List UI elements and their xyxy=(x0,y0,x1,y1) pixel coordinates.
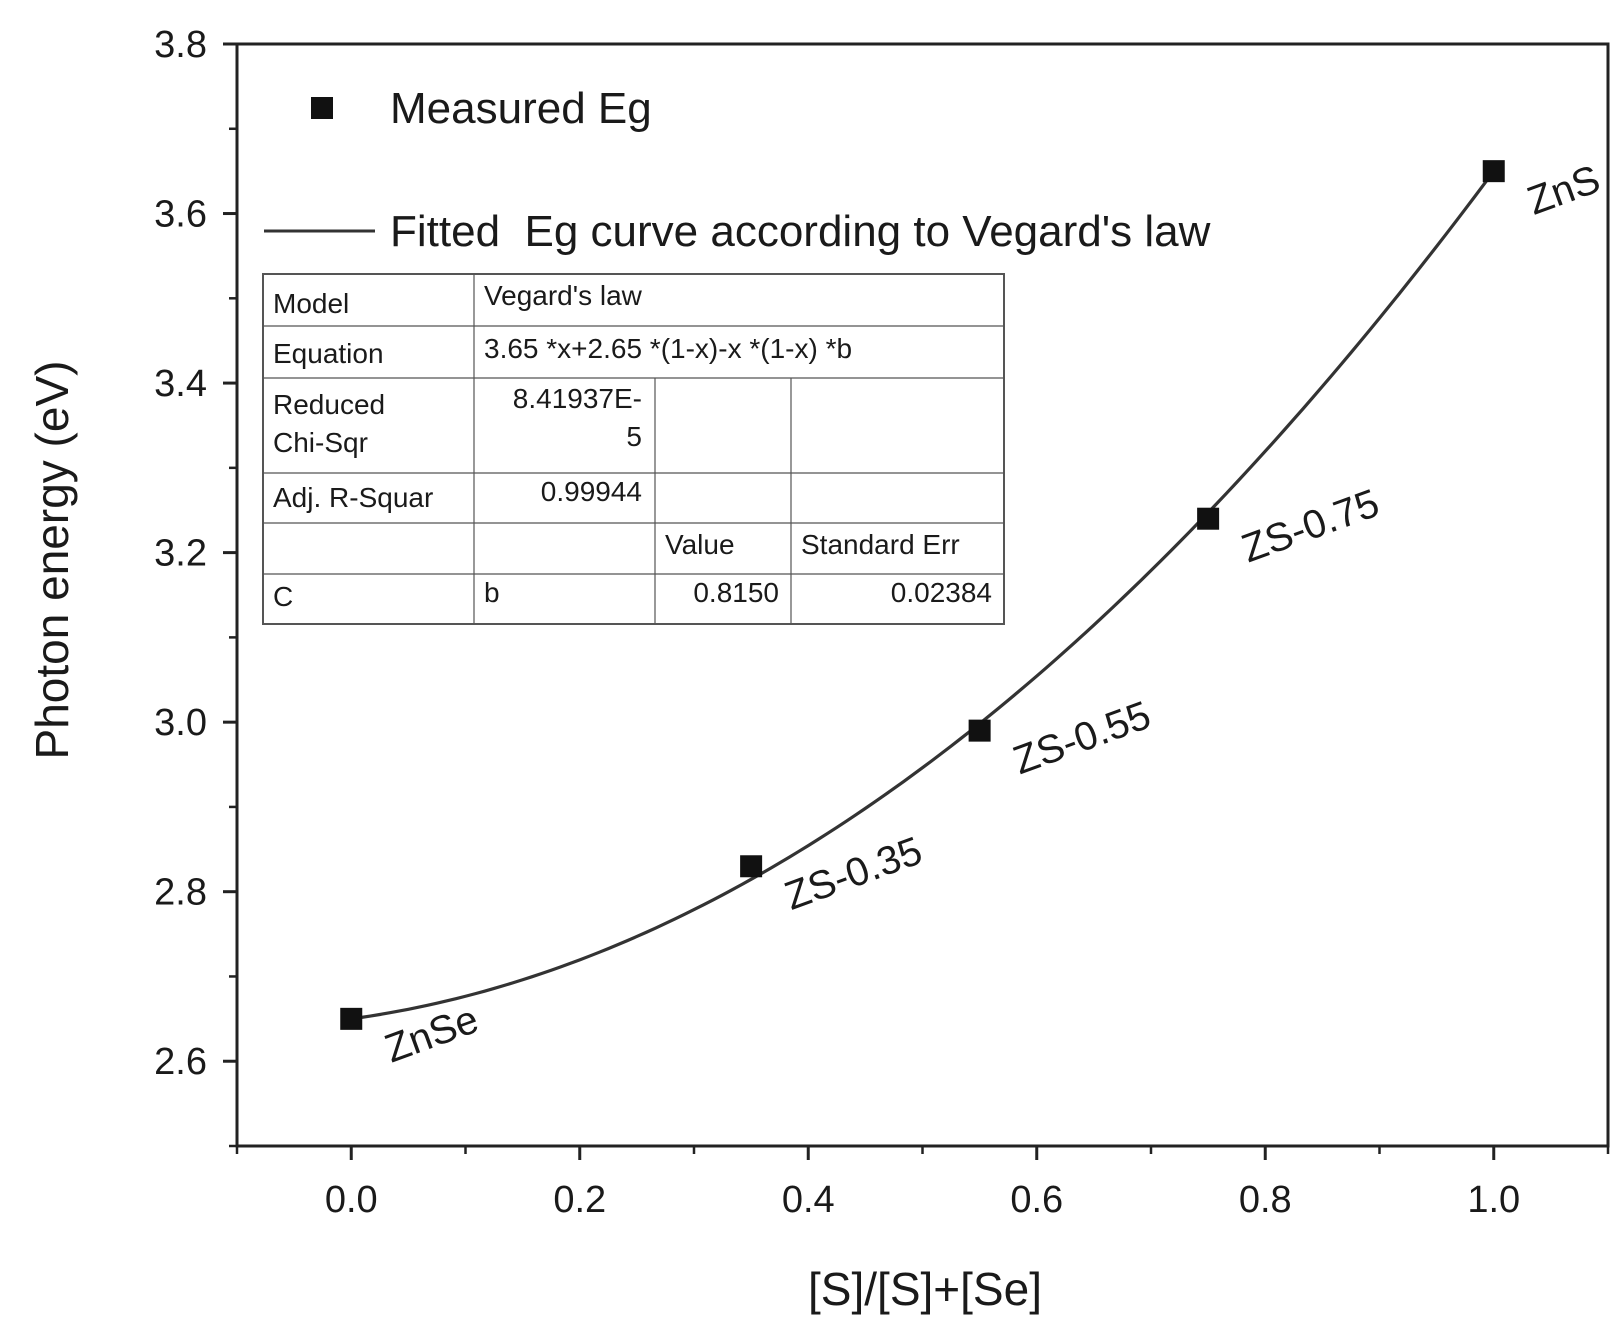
point-label-zs-0.75: ZS-0.75 xyxy=(1236,481,1385,571)
fit-table-value: 8.41937E- xyxy=(513,383,642,414)
point-label-zs-0.55: ZS-0.55 xyxy=(1008,693,1157,783)
x-tick-label: 1.0 xyxy=(1467,1179,1520,1221)
series-layer xyxy=(340,160,1505,1030)
fit-table-border xyxy=(262,273,1005,625)
y-tick-label: 3.0 xyxy=(154,702,207,744)
x-tick-label: 0.4 xyxy=(782,1179,835,1221)
y-tick-label: 3.6 xyxy=(154,194,207,236)
fit-table-header: Value xyxy=(665,529,735,560)
fit-table-label: b xyxy=(484,577,500,608)
x-axis-title: [S]/[S]+[Se] xyxy=(808,1263,1042,1315)
fit-table-label: Reduced xyxy=(273,389,385,420)
y-tick-label: 3.8 xyxy=(154,24,207,66)
x-tick-label: 0.0 xyxy=(325,1179,378,1221)
legend-label-fit: Fitted Eg curve according to Vegard's la… xyxy=(390,207,1211,256)
fit-table-value: 3.65 *x+2.65 *(1-x)-x *(1-x) *b xyxy=(484,333,852,364)
point-label-zs-0.35: ZS-0.35 xyxy=(779,829,928,919)
point-label-znse: ZnSe xyxy=(379,997,484,1071)
legend: Measured Eg Fitted Eg curve according to… xyxy=(264,84,1211,256)
fit-table-header: Standard Err xyxy=(801,529,960,560)
fit-table-label: Equation xyxy=(273,338,384,369)
y-axis-title: Photon energy (eV) xyxy=(26,361,78,760)
x-tick-label: 0.2 xyxy=(553,1179,606,1221)
fit-table-label: Model xyxy=(273,288,349,319)
data-point-zs-0.75 xyxy=(1197,507,1220,530)
fit-curve xyxy=(351,170,1496,1021)
fit-table-value: 0.8150 xyxy=(693,577,779,608)
y-tick-label: 2.6 xyxy=(154,1041,207,1083)
legend-label-measured: Measured Eg xyxy=(390,84,652,133)
fit-table: Model Vegard's law Equation 3.65 *x+2.65 *(… xyxy=(262,273,1005,625)
y-tick-label: 3.4 xyxy=(154,363,207,405)
fit-table-value: 5 xyxy=(626,421,642,452)
y-tick-label: 2.8 xyxy=(154,872,207,914)
fit-table-value: 0.99944 xyxy=(541,476,642,507)
fit-table-label: Chi-Sqr xyxy=(273,427,368,458)
x-tick-label: 0.6 xyxy=(1010,1179,1063,1221)
x-axis: 0.0 0.2 0.4 0.6 0.8 1.0 xyxy=(235,1146,1610,1221)
y-axis: 2.6 2.8 3.0 3.2 3.4 3.6 3.8 xyxy=(154,24,237,1148)
point-label-zns: ZnS xyxy=(1522,157,1606,223)
x-tick-label: 0.8 xyxy=(1239,1179,1292,1221)
data-point-zs-0.55 xyxy=(968,719,991,742)
data-point-zns xyxy=(1482,160,1505,183)
y-tick-label: 3.2 xyxy=(154,533,207,575)
legend-marker-measured xyxy=(311,97,333,119)
fit-table-label: C xyxy=(273,581,293,612)
fit-table-value: 0.02384 xyxy=(891,577,992,608)
fit-table-label: Adj. R-Squar xyxy=(273,482,433,513)
fit-table-value: Vegard's law xyxy=(484,280,643,311)
data-point-znse xyxy=(340,1007,363,1030)
data-point-zs-0.35 xyxy=(740,855,763,878)
